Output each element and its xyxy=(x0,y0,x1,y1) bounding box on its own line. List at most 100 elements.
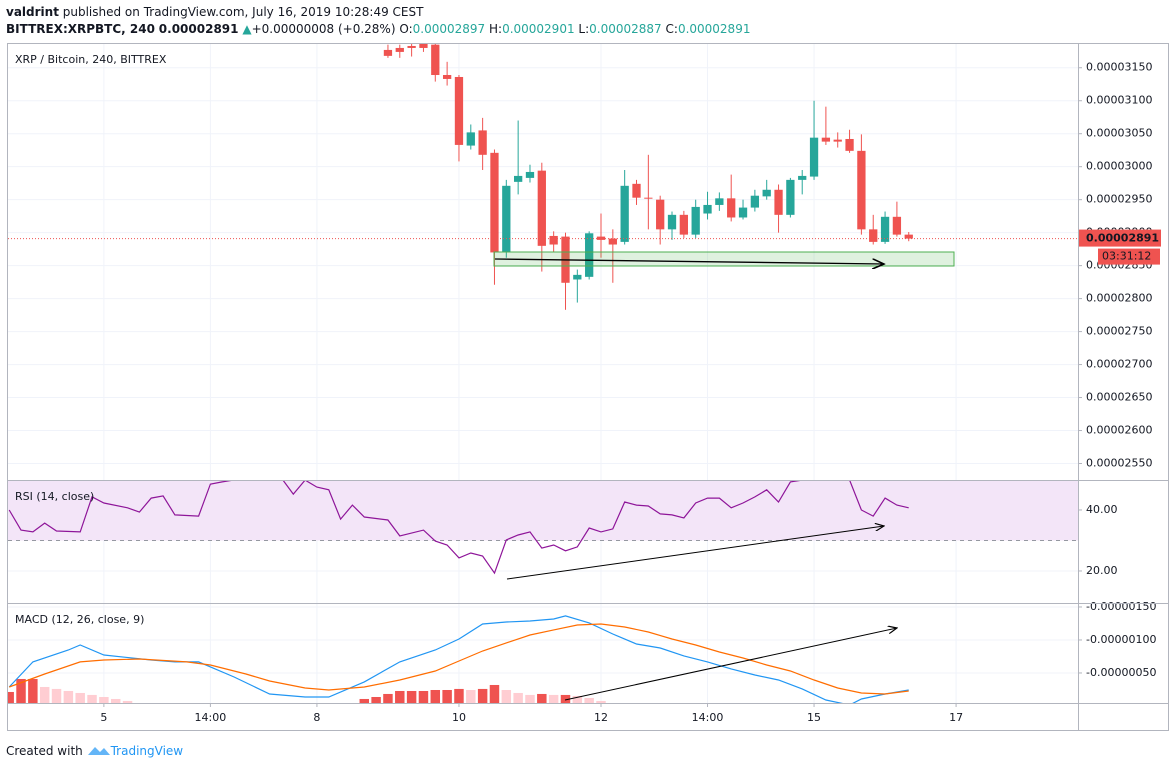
candle-body xyxy=(880,216,890,242)
footer-text: Created with xyxy=(6,744,83,758)
histogram-bar xyxy=(525,694,535,703)
macd-arrow xyxy=(564,628,897,701)
candle-body xyxy=(786,179,795,215)
histogram-bar xyxy=(383,693,393,703)
histogram-bar xyxy=(501,689,512,703)
candle-body xyxy=(750,195,760,208)
logo xyxy=(87,747,110,755)
histogram-bar xyxy=(16,678,26,703)
x-tick-label: 14:00 xyxy=(692,711,724,724)
series-line xyxy=(8,615,909,703)
histogram-bar xyxy=(572,695,583,703)
author: valdrint xyxy=(6,5,59,19)
x-tick-label: 8 xyxy=(313,711,320,724)
y-tick-label: 0.00003000 xyxy=(1086,160,1152,173)
pane-title: MACD (12, 26, close, 9) xyxy=(15,613,144,626)
candle-body xyxy=(892,216,902,235)
candle-body xyxy=(833,139,842,142)
x-tick-label: 5 xyxy=(100,711,107,724)
y-tick-label: 20.00 xyxy=(1086,564,1118,577)
candle-body xyxy=(821,137,831,142)
header: valdrint published on TradingView.com, J… xyxy=(6,4,750,38)
histogram-bar xyxy=(99,696,109,703)
candle-body xyxy=(644,197,653,199)
y-tick-label: 0.00002550 xyxy=(1086,457,1152,470)
price-arrow xyxy=(494,258,884,264)
y-tick-label: 0.00002650 xyxy=(1086,391,1152,404)
candle-body xyxy=(738,207,748,218)
rsi-band xyxy=(8,481,1078,541)
support-zone xyxy=(493,251,955,267)
rsi-arrow xyxy=(506,526,884,580)
histogram-bar xyxy=(28,678,38,703)
histogram-bar xyxy=(63,690,74,703)
x-tick-label: 17 xyxy=(949,711,963,724)
histogram-bar xyxy=(39,686,50,703)
candle-body xyxy=(537,170,546,246)
candle-body xyxy=(691,206,700,235)
pane xyxy=(8,481,1078,603)
candle-body xyxy=(442,75,452,79)
histogram-bar xyxy=(430,689,441,703)
histogram-bar xyxy=(477,688,488,703)
c-label: C: xyxy=(665,22,678,36)
candle-body xyxy=(762,189,771,197)
candle-body xyxy=(656,199,665,230)
candle-body xyxy=(809,137,819,177)
y-tick-label: 0.00002600 xyxy=(1086,424,1152,437)
c-value: 0.00002891 xyxy=(677,22,751,36)
candle-body xyxy=(478,130,487,155)
y-tick-label: 0.00002800 xyxy=(1086,292,1152,305)
candle-body xyxy=(679,214,688,235)
candle-body xyxy=(774,189,783,215)
candle-body xyxy=(419,44,428,48)
histogram-bar xyxy=(454,688,464,703)
o-label: O: xyxy=(399,22,413,36)
pane-title: XRP / Bitcoin, 240, BITTREX xyxy=(15,53,167,66)
y-tick-label: 0.00002700 xyxy=(1086,358,1152,371)
pane-title: RSI (14, close) xyxy=(15,490,94,503)
histogram-bar xyxy=(560,694,571,703)
symbol: BITTREX:XRPBTC, 240 xyxy=(6,22,155,36)
x-tick-label: 14:00 xyxy=(195,711,227,724)
y-tick-label: 0.00002950 xyxy=(1086,193,1152,206)
candle-body xyxy=(549,235,558,245)
y-tick-label: 0.00002750 xyxy=(1086,325,1152,338)
annotations xyxy=(493,251,955,701)
histogram-bar xyxy=(548,694,559,703)
x-tick-label: 12 xyxy=(594,711,608,724)
last-price-label: 0.00002891 xyxy=(1086,232,1159,245)
x-tick-label: 15 xyxy=(807,711,821,724)
histogram-bar xyxy=(584,697,594,703)
candle-body xyxy=(395,47,404,52)
histogram-bar xyxy=(371,696,381,703)
pane xyxy=(8,44,1078,480)
candle-body xyxy=(798,175,807,180)
l-label: L: xyxy=(578,22,590,36)
plot-layer: 0.00002550 0.00002600 0.00002650 0.00002700… xyxy=(8,44,1161,724)
border xyxy=(7,43,1169,731)
x-tick-label: 10 xyxy=(452,711,466,724)
h-value: 0.00002901 xyxy=(502,22,575,36)
candle-body xyxy=(596,236,606,240)
frame xyxy=(7,43,1169,731)
histogram-bar xyxy=(359,698,370,703)
y-tick-label: -0.00000050 xyxy=(1086,666,1156,679)
histogram-bar xyxy=(406,690,417,703)
y-tick-label: -0.00000150 xyxy=(1086,600,1156,613)
candle-body xyxy=(620,185,629,242)
l-value: 0.00002887 xyxy=(589,22,662,36)
candle-body xyxy=(904,234,913,239)
candle-body xyxy=(431,44,440,76)
o-value: 0.00002897 xyxy=(412,22,486,36)
histogram-bar xyxy=(466,689,476,703)
last-price-box xyxy=(1079,229,1161,247)
candle-body xyxy=(514,175,523,182)
candle-body xyxy=(703,204,712,214)
candle-body xyxy=(608,238,617,245)
histogram-bar xyxy=(418,690,429,703)
histogram-bar xyxy=(489,684,500,703)
histogram-bar xyxy=(442,689,452,703)
series-line xyxy=(8,481,909,575)
